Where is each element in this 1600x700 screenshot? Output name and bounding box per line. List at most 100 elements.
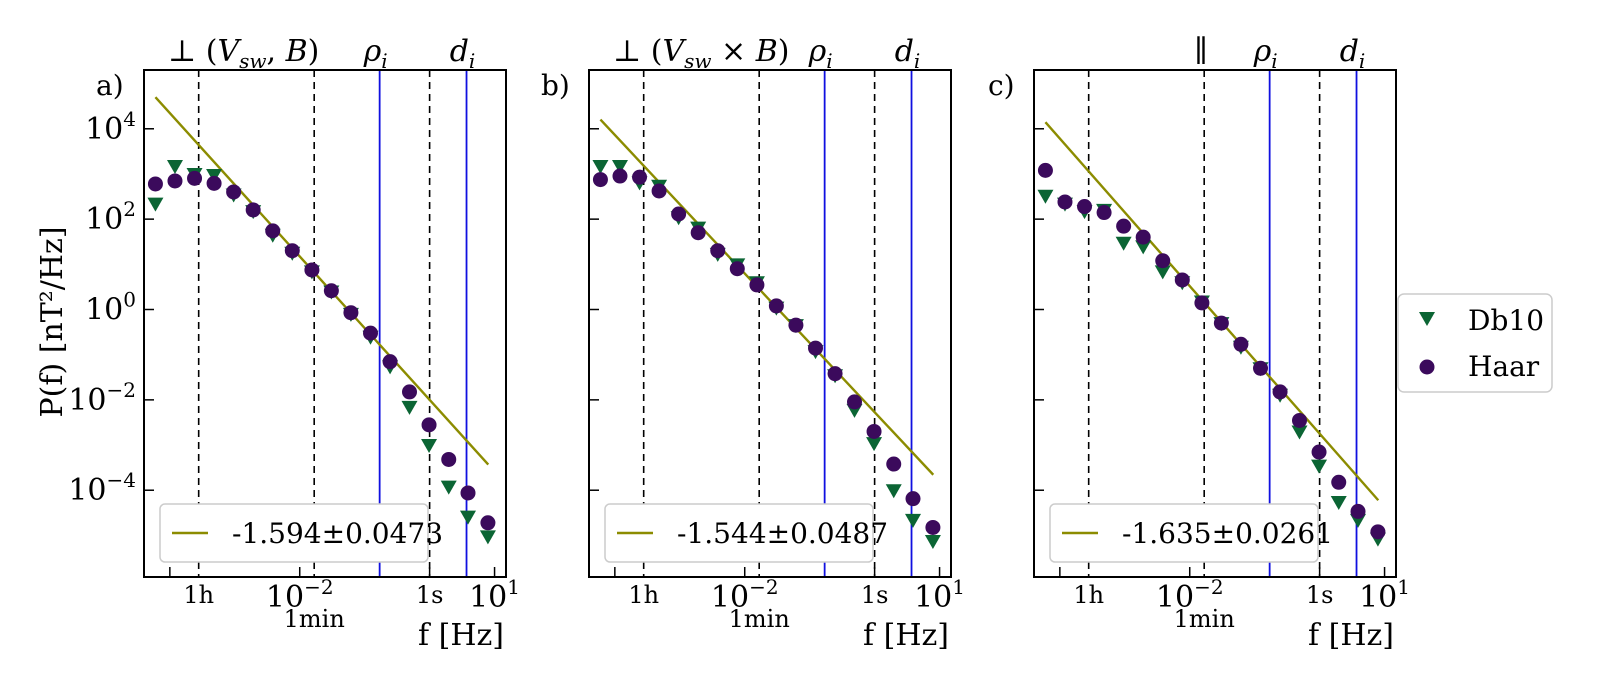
point-db10 [147, 197, 164, 212]
point-haar [710, 243, 726, 259]
point-haar [925, 519, 941, 535]
point-db10 [440, 480, 457, 495]
point-haar [284, 243, 300, 259]
time-marker-label-1h: 1h [628, 581, 659, 609]
scale-marker-label-rho: ρi [363, 34, 388, 73]
y-tick-label: 102 [85, 197, 136, 237]
point-db10 [1154, 265, 1171, 280]
plot-area [1037, 70, 1386, 577]
axes-frame [143, 69, 507, 578]
point-haar [1233, 336, 1249, 352]
time-marker-label-1min: 1min [1174, 605, 1235, 633]
x-tick-label: 10−2 [711, 575, 779, 615]
point-haar [147, 176, 163, 192]
point-haar [788, 317, 804, 333]
point-haar [1350, 503, 1366, 519]
x-tick-label: 10−2 [266, 575, 334, 615]
point-haar [167, 173, 183, 189]
point-db10 [592, 160, 609, 175]
legend-label-haar: Haar [1468, 350, 1540, 383]
legend: Db10 Haar [1397, 293, 1553, 393]
point-haar [1194, 295, 1210, 311]
point-db10 [166, 160, 183, 175]
point-haar [847, 394, 862, 410]
series-db10 [592, 160, 941, 550]
panel-label: a) [96, 69, 124, 102]
point-haar [402, 384, 417, 400]
time-marker-label-1h: 1h [1073, 581, 1104, 609]
point-haar [808, 340, 824, 356]
point-db10 [866, 437, 883, 452]
y-axis-label: P(f) [nT²/Hz] [35, 226, 70, 417]
y-tick-label: 10−2 [68, 378, 136, 418]
point-haar [460, 485, 476, 501]
point-haar [749, 277, 765, 293]
point-haar [1174, 272, 1190, 288]
point-haar [1311, 444, 1327, 460]
point-haar [363, 325, 379, 341]
point-haar [651, 183, 667, 199]
time-marker-label-1s: 1s [861, 581, 889, 609]
fit-legend-label: -1.544±0.0487 [677, 517, 888, 550]
point-haar [1253, 360, 1269, 376]
series-haar [147, 170, 496, 531]
point-haar [671, 206, 687, 222]
fit-line [1044, 121, 1380, 502]
point-haar [592, 172, 608, 188]
point-haar [245, 202, 261, 218]
panel-label: b) [541, 69, 570, 102]
x-axis-label: f [Hz] [1308, 618, 1394, 653]
point-db10 [421, 439, 438, 454]
series-haar [1037, 162, 1386, 540]
point-haar [1370, 524, 1386, 540]
time-marker-label-1min: 1min [284, 605, 345, 633]
point-haar [480, 515, 496, 531]
x-axis-label: f [Hz] [863, 618, 949, 653]
point-haar [1037, 162, 1053, 178]
fit-legend: -1.594±0.0473 [159, 503, 443, 563]
point-haar [905, 491, 921, 507]
point-haar [421, 417, 437, 433]
point-haar [866, 423, 882, 439]
point-haar [690, 225, 706, 241]
point-haar [304, 262, 320, 278]
point-db10 [611, 160, 628, 175]
plot-area [592, 70, 941, 577]
point-haar [886, 456, 902, 472]
point-haar [206, 175, 222, 191]
point-db10 [1037, 189, 1054, 204]
point-db10 [1115, 236, 1132, 251]
point-db10 [1291, 425, 1308, 440]
point-db10 [401, 400, 418, 415]
point-db10 [1311, 459, 1328, 474]
point-haar [226, 184, 242, 200]
x-tick-label: 101 [469, 575, 520, 615]
series-db10 [147, 160, 496, 545]
point-haar [1135, 229, 1151, 245]
point-db10 [924, 535, 941, 550]
legend-marker-db10 [1419, 312, 1435, 326]
scale-marker-label-rho: ρi [1253, 34, 1278, 73]
point-haar [265, 223, 281, 239]
panel-label: c) [988, 69, 1015, 102]
scale-marker-label-d: di [1340, 34, 1366, 73]
scale-marker-label-rho: ρi [808, 34, 833, 73]
point-haar [1116, 218, 1132, 234]
point-haar [1292, 412, 1307, 428]
point-db10 [1330, 495, 1347, 510]
point-haar [187, 170, 203, 186]
time-marker-label-1min: 1min [729, 605, 790, 633]
legend-marker-haar [1419, 359, 1435, 375]
x-tick-label: 101 [914, 575, 965, 615]
point-haar [382, 354, 398, 370]
y-tick-label: 104 [85, 107, 136, 147]
x-axis-label: f [Hz] [418, 618, 504, 653]
point-haar [1096, 205, 1112, 221]
fit-line [154, 96, 490, 466]
y-tick-label: 10−4 [68, 468, 136, 508]
